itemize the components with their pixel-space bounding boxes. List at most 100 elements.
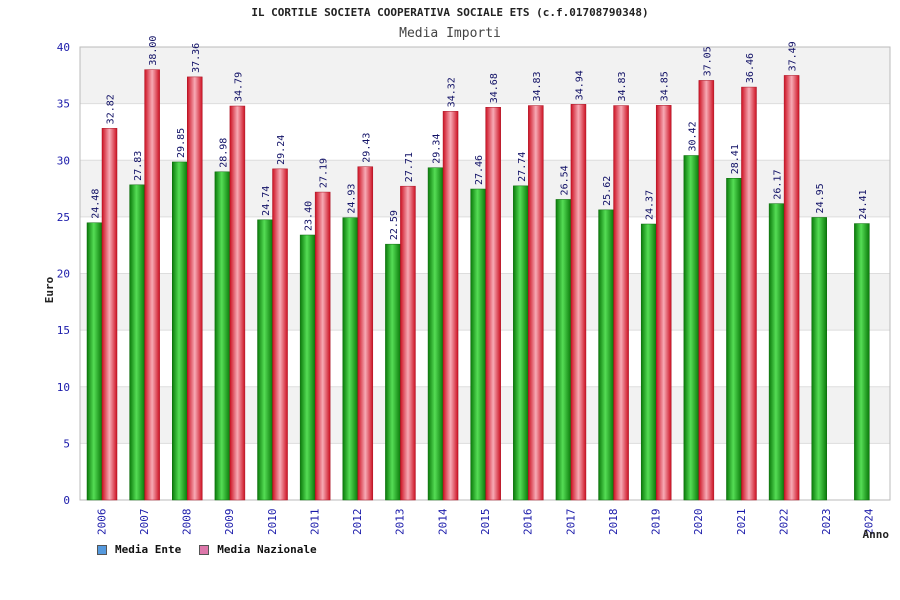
data-label: 37.49: [788, 41, 799, 71]
data-label: 36.46: [745, 53, 756, 83]
x-tick-label: 2013: [394, 509, 407, 536]
bar-media-ente-2009: [214, 171, 231, 501]
data-label: 29.24: [276, 135, 287, 165]
data-label: 24.93: [346, 184, 357, 214]
legend-item-media-nazionale: Media Nazionale: [199, 543, 317, 556]
bar-media-nazionale-2021: [741, 86, 757, 501]
data-label: 34.68: [489, 73, 500, 103]
data-label: 29.34: [432, 134, 443, 164]
y-axis-ticks: 0 5 10 15 20 25 30 35 40: [57, 41, 70, 507]
bar-media-ente-2013: [385, 243, 401, 501]
x-tick-label: 2007: [138, 509, 151, 536]
y-tick-label: 15: [57, 324, 70, 337]
data-label: 27.71: [404, 152, 415, 182]
bar-media-nazionale-2010: [272, 168, 288, 501]
bar-media-ente-2007: [129, 184, 145, 501]
x-tick-label: 2019: [650, 509, 663, 536]
bar-media-ente-2015: [470, 188, 486, 501]
x-tick-label: 2015: [479, 509, 492, 536]
chart-title: IL CORTILE SOCIETA COOPERATIVA SOCIALE E…: [251, 6, 649, 19]
y-tick-label: 10: [57, 381, 70, 394]
legend: Media Ente Media Nazionale: [97, 543, 335, 556]
x-axis-ticks: 2006 2007 2008 2009 2010 2011 2012 2013 2014 2015…: [95, 508, 875, 535]
x-tick-label: 2017: [564, 509, 577, 536]
data-labels: 24.48 32.82 27.83 38.00 29.85 37.36 28.98 34.79…: [91, 36, 869, 241]
bar-media-ente-2012: [342, 217, 359, 501]
data-label: 34.32: [447, 77, 458, 107]
bar-media-nazionale-2014: [442, 111, 459, 501]
data-label: 25.62: [602, 176, 613, 206]
x-tick-label: 2018: [607, 509, 620, 536]
bar-media-nazionale-2017: [570, 104, 587, 501]
legend-label-media-nazionale: Media Nazionale: [217, 543, 317, 556]
bar-media-nazionale-2008: [187, 76, 203, 501]
x-tick-label: 2016: [522, 509, 535, 536]
bar-media-ente-2010: [257, 219, 273, 501]
bar-media-ente-2021: [726, 178, 742, 501]
bar-media-ente-2017: [555, 199, 572, 501]
x-tick-label: 2008: [181, 509, 194, 536]
data-label: 27.19: [319, 158, 330, 188]
bar-media-ente-2020: [683, 155, 700, 501]
bar-media-ente-2019: [640, 223, 657, 501]
x-tick-label: 2010: [266, 509, 279, 536]
bar-media-ente-2011: [299, 234, 316, 501]
data-label: 27.83: [133, 151, 144, 181]
data-label: 22.59: [389, 210, 400, 240]
data-label: 28.41: [730, 144, 741, 174]
x-tick-label: 2020: [692, 509, 705, 536]
data-label: 27.46: [474, 155, 485, 185]
legend-swatch-media-nazionale: [199, 544, 210, 555]
bar-media-nazionale-2012: [357, 166, 374, 501]
bar-media-ente-2023: [811, 217, 827, 501]
y-tick-label: 20: [57, 268, 70, 281]
data-label: 34.79: [233, 72, 244, 102]
data-label: 24.41: [858, 189, 869, 219]
bar-media-nazionale-2016: [528, 105, 544, 501]
data-label: 30.42: [687, 121, 698, 151]
bar-media-nazionale-2007: [144, 69, 160, 501]
y-tick-label: 40: [57, 41, 70, 54]
data-label: 24.74: [261, 186, 272, 216]
data-label: 26.54: [559, 165, 570, 195]
data-label: 34.83: [617, 71, 628, 101]
bars: [86, 69, 870, 501]
bar-media-nazionale-2009: [229, 105, 246, 501]
data-label: 23.40: [304, 201, 315, 231]
data-label: 29.85: [176, 128, 187, 158]
legend-item-media-ente: Media Ente: [97, 543, 181, 556]
data-label: 37.36: [191, 43, 202, 73]
x-tick-label: 2006: [95, 509, 108, 536]
data-label: 38.00: [148, 36, 159, 66]
data-label: 32.82: [106, 94, 117, 124]
bar-media-ente-2006: [86, 222, 103, 501]
x-tick-label: 2014: [436, 508, 449, 535]
bar-media-nazionale-2020: [698, 80, 715, 501]
data-label: 26.17: [773, 170, 784, 200]
data-label: 34.85: [660, 71, 671, 101]
x-tick-label: 2024: [863, 508, 876, 535]
x-tick-label: 2022: [777, 509, 790, 536]
data-label: 29.43: [361, 133, 372, 163]
data-label: 28.98: [218, 138, 229, 168]
x-axis-label: Anno: [863, 528, 890, 541]
data-label: 24.48: [91, 189, 102, 219]
x-tick-label: 2009: [223, 509, 236, 536]
data-label: 24.95: [815, 183, 826, 213]
legend-swatch-media-ente: [97, 544, 107, 555]
bar-media-nazionale-2013: [400, 185, 416, 501]
x-tick-label: 2011: [308, 509, 321, 536]
bar-media-ente-2018: [598, 209, 614, 501]
bar-media-ente-2022: [768, 203, 785, 501]
bar-media-nazionale-2011: [314, 191, 331, 501]
bar-media-nazionale-2006: [101, 128, 118, 501]
bar-media-ente-2008: [172, 161, 188, 501]
bar-media-nazionale-2018: [613, 105, 629, 501]
x-tick-label: 2021: [735, 509, 748, 536]
bar-media-ente-2014: [427, 167, 444, 501]
bar-media-nazionale-2015: [485, 106, 501, 501]
bar-media-nazionale-2019: [655, 105, 672, 501]
y-tick-label: 30: [57, 154, 70, 167]
y-axis-label: Euro: [43, 276, 56, 303]
